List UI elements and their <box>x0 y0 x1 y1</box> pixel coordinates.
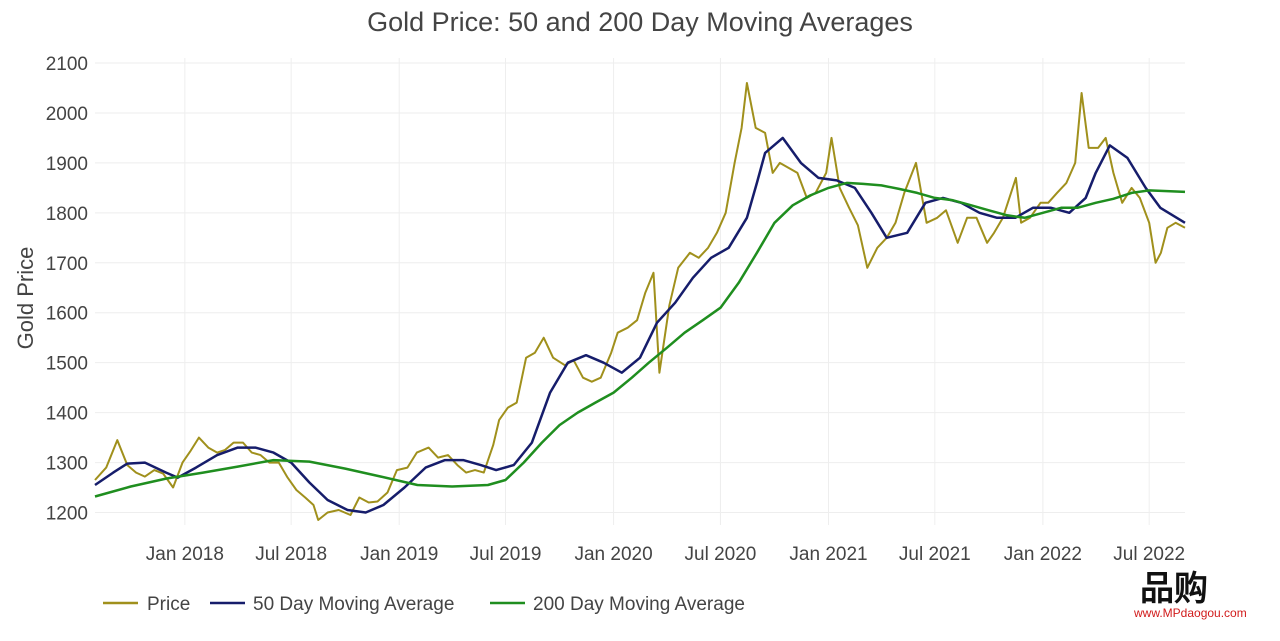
x-tick-label: Jul 2018 <box>255 544 327 565</box>
x-tick-label: Jul 2019 <box>470 544 542 565</box>
y-tick-label: 1300 <box>46 454 88 475</box>
series-lines <box>94 82 1186 521</box>
legend-item-price[interactable]: Price <box>103 594 190 615</box>
legend-item-ma200[interactable]: 200 Day Moving Average <box>490 594 745 615</box>
y-tick-label: 1400 <box>46 404 88 425</box>
x-tick-label: Jan 2018 <box>146 544 224 565</box>
y-tick-label: 2100 <box>46 54 88 75</box>
x-tick-label: Jan 2020 <box>574 544 652 565</box>
x-tick-label: Jan 2022 <box>1004 544 1082 565</box>
watermark-bg <box>1133 573 1265 603</box>
y-tick-label: 2000 <box>46 104 88 125</box>
watermark: 品购 www.MPdaogou.com <box>1133 570 1265 620</box>
y-tick-label: 1500 <box>46 354 88 375</box>
x-axis-ticks: Jan 2018 Jul 2018 Jan 2019 Jul 2019 Jan 2020… <box>146 544 1185 565</box>
ma50-line <box>94 136 1186 514</box>
legend-item-ma50[interactable]: 50 Day Moving Average <box>210 594 454 615</box>
y-tick-label: 1700 <box>46 254 88 275</box>
x-tick-label: Jan 2019 <box>360 544 438 565</box>
y-axis-ticks: 1200 1300 1400 1500 1600 1700 1800 1900 2000 2100 <box>46 54 88 525</box>
legend-label-ma200: 200 Day Moving Average <box>533 594 745 615</box>
x-tick-label: Jul 2021 <box>899 544 971 565</box>
y-axis-label: Gold Price <box>13 247 38 350</box>
ma200-line <box>94 181 1186 498</box>
x-tick-label: Jan 2021 <box>789 544 867 565</box>
price-line <box>94 82 1186 521</box>
chart-title: Gold Price: 50 and 200 Day Moving Averag… <box>367 7 913 37</box>
y-tick-label: 1900 <box>46 154 88 175</box>
watermark-url: www.MPdaogou.com <box>1133 606 1247 620</box>
y-tick-label: 1200 <box>46 504 88 525</box>
watermark-logo-text: 品购 <box>1140 570 1208 608</box>
legend-label-price: Price <box>147 594 190 615</box>
x-tick-label: Jul 2022 <box>1113 544 1185 565</box>
legend-label-ma50: 50 Day Moving Average <box>253 594 454 615</box>
y-tick-label: 1600 <box>46 304 88 325</box>
legend: Price 50 Day Moving Average 200 Day Movi… <box>103 594 745 615</box>
y-tick-label: 1800 <box>46 204 88 225</box>
x-tick-label: Jul 2020 <box>685 544 757 565</box>
